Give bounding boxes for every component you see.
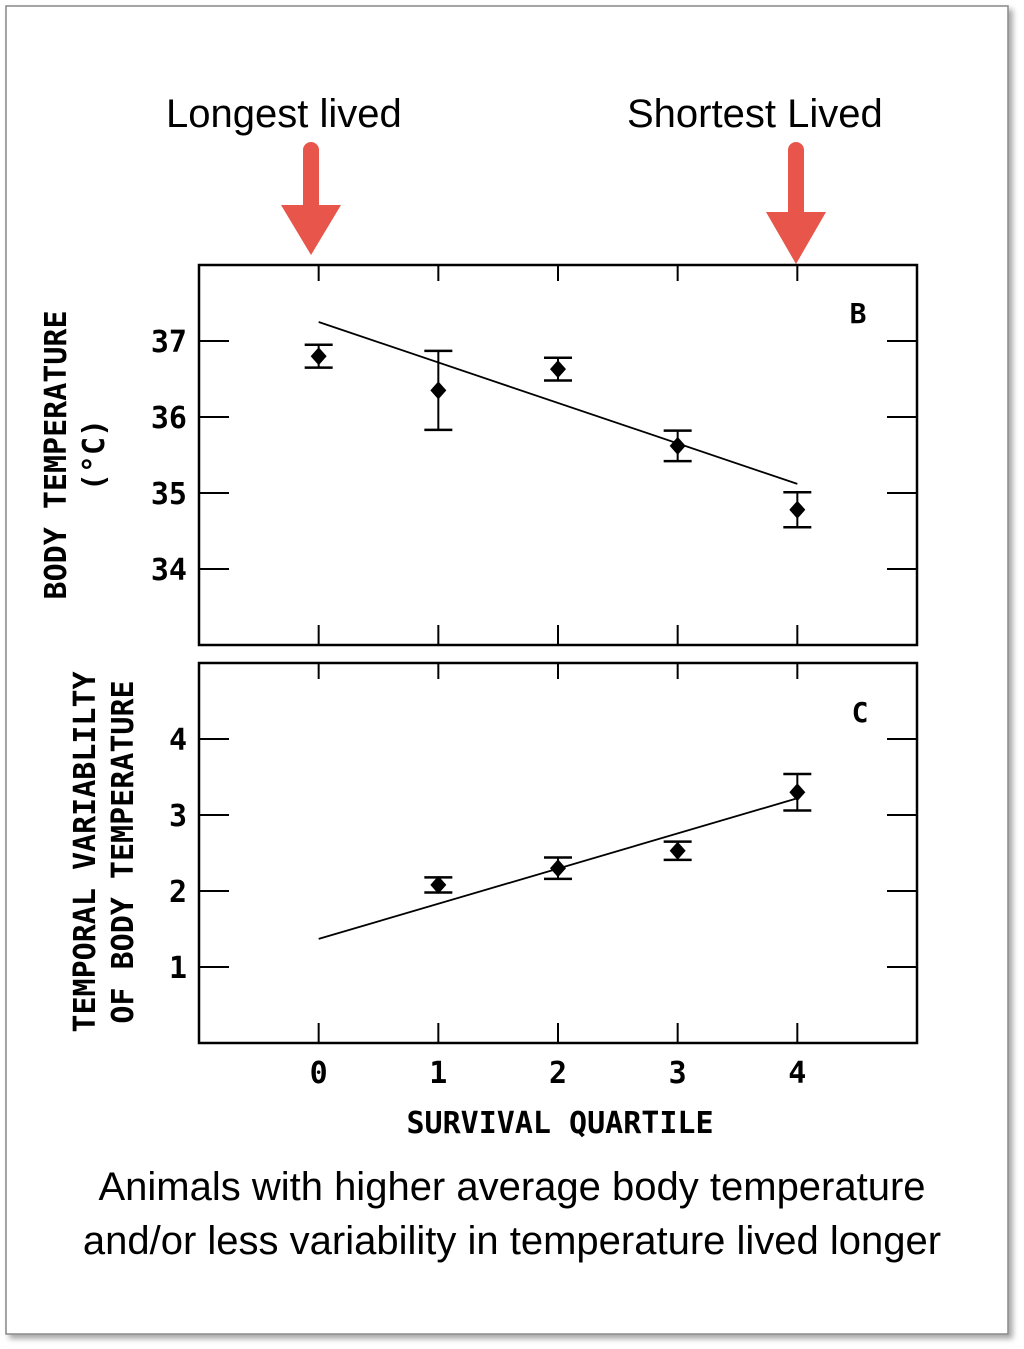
data-points-c [424,772,812,894]
y-tick-label: 1 [169,951,187,986]
data-point [663,840,692,862]
point-marker [310,347,327,366]
data-point [783,772,812,812]
y-tick-label: 37 [151,325,187,360]
point-marker [430,381,447,400]
caption-line-2: and/or less variability in temperature l… [82,1219,942,1263]
annotation-longest-lived: Longest lived [166,92,402,136]
data-point [663,429,692,463]
x-axis-label: SURVIVAL QUARTILE [406,1106,713,1141]
x-tick-label: 2 [549,1056,567,1091]
data-point [783,490,812,529]
figure-caption: Animals with higher average body tempera… [0,1160,1024,1268]
y-ticks-b: 34 35 36 37 [151,325,917,588]
point-marker [430,875,447,894]
caption-line-1: Animals with higher average body tempera… [98,1165,926,1209]
y-tick-label: 36 [151,401,187,436]
data-points-b [304,343,812,529]
data-point [544,856,572,881]
y-axis-label2-c: OF BODY TEMPERATURE [106,680,141,1023]
data-point [304,343,333,369]
chart-panel-b: 34 35 36 37 B BODY TEMPERATURE (°C) [39,263,919,647]
x-tick-label: 4 [788,1056,806,1091]
data-point [544,356,572,382]
panel-label-c: C [852,696,869,729]
arrow-longest-icon [281,142,341,255]
x-tick-label: 1 [429,1056,447,1091]
y-axis-label-b: BODY TEMPERATURE [39,311,74,600]
x-ticks-b [317,265,799,645]
y-axis-label-c: TEMPORAL VARIABLILTY [68,671,103,1032]
x-tick-label: 3 [669,1056,687,1091]
y-tick-label: 2 [169,875,187,910]
data-point [424,349,453,432]
paper-border [5,5,1009,1335]
x-tick-label: 0 [310,1056,328,1091]
chart-panel-c: 0 1 2 3 4 1 2 3 4 C TEMPORAL VARIABLILTY OF BOD… [68,661,919,1141]
y-tick-label: 4 [169,723,187,758]
y-axis-unit-b: (°C) [77,419,112,491]
panel-label-b: B [850,297,867,330]
point-marker [550,360,566,379]
fit-line-b [318,321,798,485]
point-marker [789,783,806,802]
arrow-shortest-icon [766,142,826,264]
point-marker [789,500,806,519]
y-ticks-c: 1 2 3 4 [169,723,917,986]
data-point [424,875,453,894]
annotation-shortest-lived: Shortest Lived [627,92,883,136]
x-ticks-c: 0 1 2 3 4 [310,663,806,1091]
point-marker [550,859,566,878]
y-tick-label: 35 [151,477,187,512]
y-tick-label: 3 [169,799,187,834]
y-tick-label: 34 [151,553,187,588]
point-marker [669,841,686,860]
point-marker [669,436,686,455]
